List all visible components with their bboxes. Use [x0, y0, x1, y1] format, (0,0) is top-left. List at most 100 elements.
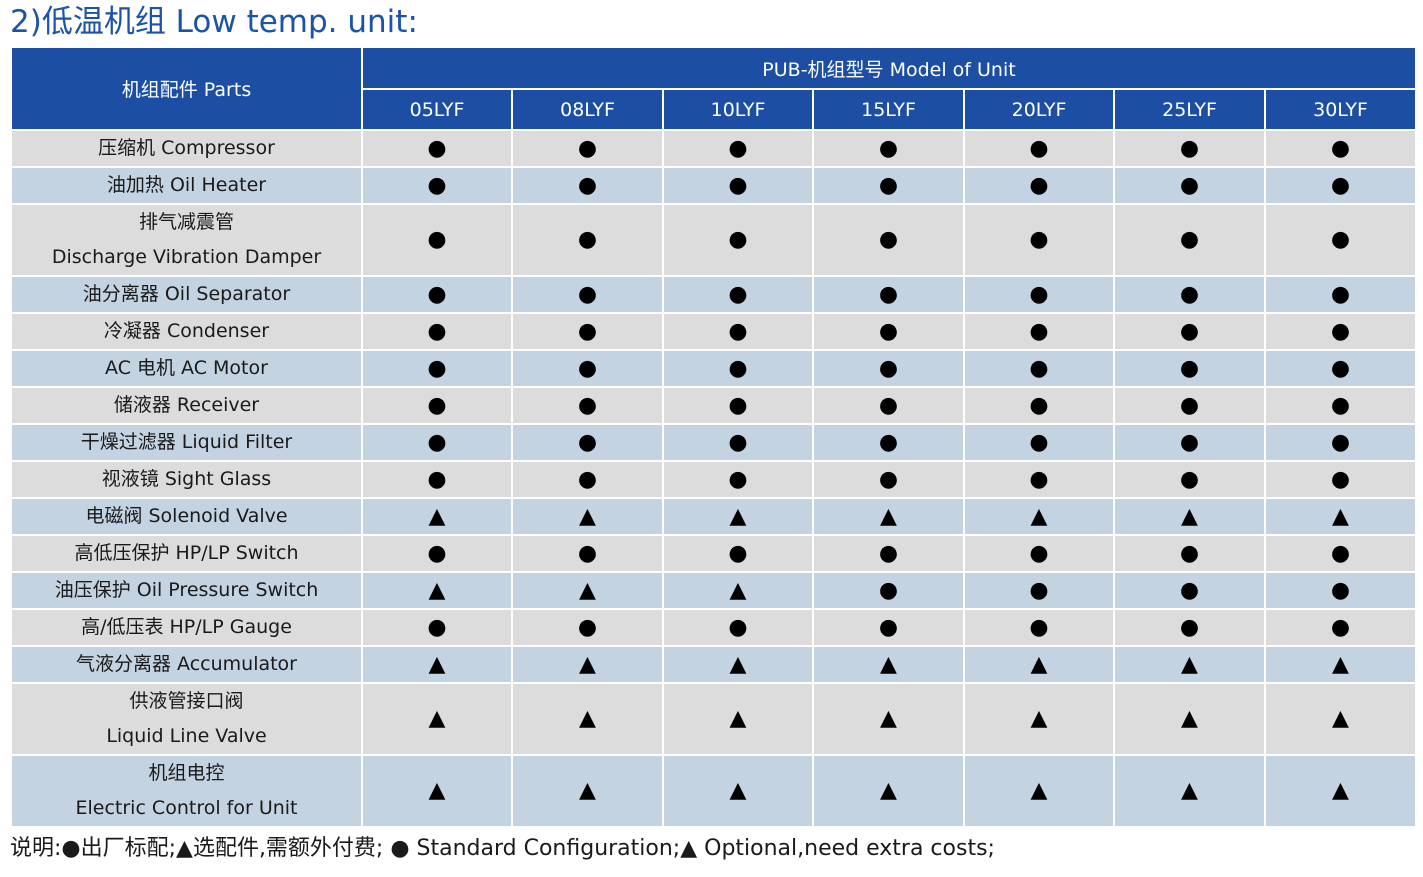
- spec-table: 机组配件 Parts PUB-机组型号 Model of Unit 05LYF 0…: [10, 46, 1418, 828]
- standard-dot-icon: ●: [1179, 318, 1200, 344]
- availability-cell: ●: [361, 312, 513, 351]
- parts-header: 机组配件 Parts: [10, 46, 363, 131]
- availability-cell: ●: [361, 349, 513, 388]
- standard-dot-icon: ●: [728, 392, 748, 418]
- availability-cell: ●: [1263, 423, 1418, 462]
- availability-cell: ●: [361, 460, 513, 499]
- availability-cell: ●: [1263, 534, 1418, 573]
- part-name-cell: 冷凝器 Condenser: [10, 312, 363, 351]
- availability-cell: ●: [963, 534, 1115, 573]
- availability-cell: ●: [662, 608, 814, 647]
- availability-cell: ●: [1113, 608, 1266, 647]
- legend-note: 说明:●出厂标配;▲选配件,需额外付费; ● Standard Configur…: [10, 836, 995, 861]
- part-name-line: 干燥过滤器 Liquid Filter: [80, 431, 293, 453]
- availability-cell: ●: [1263, 312, 1418, 351]
- optional-triangle-icon: ▲: [880, 651, 897, 677]
- part-name-line: 电磁阀 Solenoid Valve: [85, 505, 288, 527]
- part-name-line: 供液管接口阀: [129, 690, 244, 712]
- availability-cell: ●: [662, 312, 814, 351]
- standard-dot-icon: ●: [1029, 614, 1049, 640]
- availability-cell: ●: [662, 386, 814, 425]
- part-name-line: 压缩机 Compressor: [98, 137, 275, 159]
- availability-cell: ●: [1113, 203, 1266, 277]
- availability-cell: ●: [812, 166, 965, 205]
- part-name-cell: 干燥过滤器 Liquid Filter: [10, 423, 363, 462]
- part-name-cell: 高/低压表 HP/LP Gauge: [10, 608, 363, 647]
- availability-cell: ▲: [662, 754, 814, 828]
- availability-cell: ▲: [1113, 497, 1266, 536]
- table-row: 油分离器 Oil Separator ● ● ● ● ● ● ●: [10, 275, 1418, 314]
- part-name-cell: 油加热 Oil Heater: [10, 166, 363, 205]
- optional-triangle-icon: ▲: [428, 503, 446, 529]
- availability-cell: ●: [1263, 349, 1418, 388]
- standard-dot-icon: ●: [427, 392, 447, 418]
- availability-cell: ●: [1113, 275, 1266, 314]
- part-name-line: AC 电机 AC Motor: [105, 357, 268, 379]
- model-header: PUB-机组型号 Model of Unit: [360, 46, 1418, 90]
- part-name-cell: 视液镜 Sight Glass: [10, 460, 363, 499]
- model-column-header: 25LYF: [1113, 88, 1266, 131]
- availability-cell: ●: [812, 349, 965, 388]
- standard-dot-icon: ●: [1029, 281, 1049, 307]
- part-name-line: 机组电控: [148, 762, 225, 784]
- standard-dot-icon: ●: [427, 429, 447, 455]
- standard-dot-icon: ●: [1330, 577, 1351, 603]
- availability-cell: ●: [361, 608, 513, 647]
- availability-cell: ▲: [511, 754, 664, 828]
- availability-cell: ▲: [662, 645, 814, 684]
- availability-cell: ▲: [963, 754, 1115, 828]
- optional-triangle-icon: ▲: [1030, 778, 1048, 803]
- availability-cell: ●: [1113, 423, 1266, 462]
- availability-cell: ●: [1113, 312, 1266, 351]
- part-name-cell: AC 电机 AC Motor: [10, 349, 363, 388]
- standard-dot-icon: ●: [577, 392, 598, 418]
- standard-dot-icon: ●: [728, 355, 748, 381]
- availability-cell: ▲: [963, 682, 1115, 756]
- standard-dot-icon: ●: [577, 135, 598, 161]
- availability-cell: ●: [511, 275, 664, 314]
- optional-triangle-icon: ▲: [1030, 706, 1048, 731]
- optional-triangle-icon: ▲: [428, 577, 446, 603]
- availability-cell: ●: [361, 534, 513, 573]
- standard-dot-icon: ●: [1330, 135, 1351, 161]
- table-row: 供液管接口阀 Liquid Line Valve ▲ ▲ ▲ ▲ ▲ ▲ ▲: [10, 682, 1418, 756]
- standard-dot-icon: ●: [878, 281, 899, 307]
- availability-cell: ▲: [1113, 645, 1266, 684]
- optional-triangle-icon: ▲: [428, 778, 446, 803]
- standard-dot-icon: ●: [878, 135, 899, 161]
- table-row: 高/低压表 HP/LP Gauge ● ● ● ● ● ● ●: [10, 608, 1418, 647]
- availability-cell: ▲: [361, 754, 513, 828]
- standard-dot-icon: ●: [1029, 318, 1049, 344]
- availability-cell: ▲: [361, 645, 513, 684]
- standard-dot-icon: ●: [1029, 227, 1049, 252]
- availability-cell: ●: [963, 608, 1115, 647]
- standard-dot-icon: ●: [577, 281, 598, 307]
- availability-cell: ●: [1113, 349, 1266, 388]
- part-name-cell: 供液管接口阀 Liquid Line Valve: [10, 682, 363, 756]
- standard-dot-icon: ●: [1029, 466, 1049, 492]
- part-name-line: 储液器 Receiver: [113, 394, 260, 416]
- availability-cell: ●: [1113, 534, 1266, 573]
- table-row: 排气减震管 Discharge Vibration Damper ● ● ● ● ● ● ●: [10, 203, 1418, 277]
- part-name-line: 高低压保护 HP/LP Switch: [74, 542, 299, 564]
- standard-dot-icon: ●: [878, 429, 899, 455]
- part-name-line: Liquid Line Valve: [106, 725, 267, 747]
- part-name-cell: 储液器 Receiver: [10, 386, 363, 425]
- standard-dot-icon: ●: [728, 172, 748, 198]
- availability-cell: ●: [1263, 386, 1418, 425]
- standard-dot-icon: ●: [728, 281, 748, 307]
- optional-triangle-icon: ▲: [729, 577, 747, 603]
- availability-cell: ▲: [511, 497, 664, 536]
- availability-cell: ▲: [511, 571, 664, 610]
- availability-cell: ▲: [361, 571, 513, 610]
- standard-dot-icon: ●: [577, 540, 598, 566]
- availability-cell: ●: [361, 166, 513, 205]
- availability-cell: ●: [511, 460, 664, 499]
- standard-dot-icon: ●: [1029, 429, 1049, 455]
- table-row: 视液镜 Sight Glass ● ● ● ● ● ● ●: [10, 460, 1418, 499]
- standard-dot-icon: ●: [427, 227, 447, 252]
- standard-dot-icon: ●: [1330, 281, 1351, 307]
- standard-dot-icon: ●: [577, 466, 598, 492]
- optional-triangle-icon: ▲: [428, 706, 446, 731]
- optional-triangle-icon: ▲: [1030, 503, 1048, 529]
